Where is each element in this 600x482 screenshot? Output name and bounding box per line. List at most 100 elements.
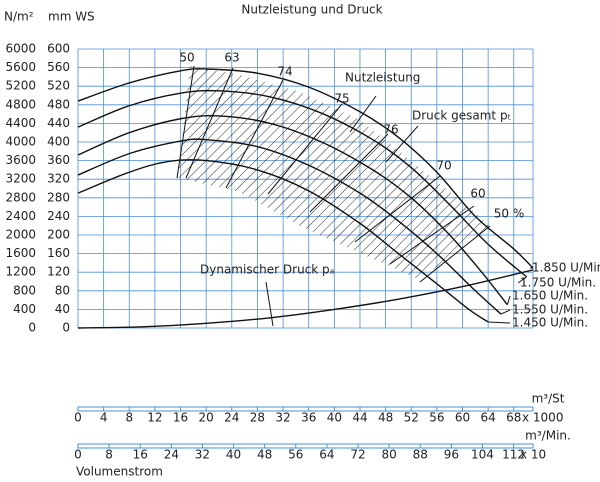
y2-tick-label: 5600: [5, 60, 36, 74]
y-tick-label: 200: [47, 228, 70, 242]
y-tick-label: 480: [47, 97, 70, 111]
eff-line: [176, 65, 195, 179]
x2-tick-label: 80: [381, 448, 396, 462]
y-tick-label: 400: [47, 135, 70, 149]
x-tick-label: 48: [378, 411, 393, 425]
y-tick-label: 160: [47, 246, 70, 260]
annotation: 60: [470, 187, 485, 201]
y-unit: mm WS: [48, 10, 95, 24]
y2-tick-label: 2000: [5, 228, 36, 242]
x2-tick-label: 32: [195, 448, 210, 462]
annotation: Druck gesamt pₜ: [412, 109, 511, 123]
y2-tick-label: 6000: [5, 42, 36, 56]
annotation: 50: [179, 51, 194, 65]
x-tick-label: 28: [250, 411, 265, 425]
x2-tick-label: 96: [444, 448, 459, 462]
leader-line: [506, 295, 511, 305]
x2-tick-label: 8: [105, 448, 113, 462]
y-tick-label: 560: [47, 60, 70, 74]
efficiency-region: [178, 66, 490, 280]
x-tick-label: 16: [173, 411, 188, 425]
x-tick-label: 60: [455, 411, 470, 425]
legend-label: 1.850 U/Min: [532, 261, 600, 275]
annotation: 74: [277, 65, 292, 79]
x2-factor: x 10: [520, 448, 546, 462]
y-tick-label: 440: [47, 116, 70, 130]
y2-tick-label: 2800: [5, 190, 36, 204]
x-tick-label: 12: [147, 411, 162, 425]
y2-tick-label: 3200: [5, 172, 36, 186]
curve: [77, 68, 534, 269]
y-tick-label: 120: [47, 265, 70, 279]
curve: [77, 89, 528, 278]
x-tick-label: 0: [74, 411, 82, 425]
curve: [77, 138, 502, 315]
x-factor: x 1000: [522, 411, 563, 425]
y2-tick-label: 5200: [5, 79, 36, 93]
y-tick-label: 520: [47, 79, 70, 93]
x-tick-label: 36: [301, 411, 316, 425]
y2-tick-label: 3600: [5, 153, 36, 167]
x2-tick-label: 104: [471, 448, 494, 462]
eff-line: [267, 103, 343, 195]
y2-unit: N/m²: [4, 10, 34, 24]
x2-tick-label: 48: [257, 448, 272, 462]
x-label: Volumenstrom: [76, 465, 163, 479]
y-tick-label: 280: [47, 190, 70, 204]
y-tick-label: 40: [55, 302, 70, 316]
x-unit: m³/St: [532, 392, 565, 406]
annotation: Nutzleistung: [345, 71, 420, 85]
y-tick-label: 80: [55, 283, 70, 297]
annotation: Dynamischer Druck pₐ: [200, 263, 334, 277]
y2-tick-label: 4000: [5, 135, 36, 149]
leader-line: [385, 125, 419, 163]
leader-line: [517, 276, 527, 284]
x-tick-label: 56: [429, 411, 444, 425]
x-tick-label: 64: [481, 411, 496, 425]
y2-tick-label: 4800: [5, 97, 36, 111]
x-tick-label: 8: [125, 411, 133, 425]
y-tick-label: 0: [62, 321, 70, 335]
curve: [77, 159, 489, 323]
x2-tick-label: 16: [133, 448, 148, 462]
y2-tick-label: 400: [13, 302, 36, 316]
annotation: 50 %: [494, 207, 525, 221]
y2-tick-label: 4400: [5, 116, 36, 130]
y2-tick-label: 2400: [5, 209, 36, 223]
y2-tick-label: 1200: [5, 265, 36, 279]
x-tick-label: 44: [352, 411, 367, 425]
x-tick-label: 68: [506, 411, 521, 425]
y-tick-label: 320: [47, 172, 70, 186]
y-tick-label: 600: [47, 42, 70, 56]
x2-tick-label: 112: [502, 448, 525, 462]
annotation: 75: [334, 92, 349, 106]
curve: [77, 269, 534, 329]
y2-tick-label: 1600: [5, 246, 36, 260]
leader-line: [500, 309, 511, 315]
legend-label: 1.650 U/Min.: [512, 289, 588, 303]
curve: [77, 114, 508, 306]
y-tick-label: 240: [47, 209, 70, 223]
legend-label: 1.550 U/Min.: [512, 303, 588, 317]
x2-tick-label: 64: [319, 448, 334, 462]
y2-tick-label: 800: [13, 283, 36, 297]
x2-tick-label: 0: [74, 448, 82, 462]
legend-label: 1.450 U/Min.: [512, 316, 588, 330]
x-tick-label: 4: [100, 411, 108, 425]
chart-title: Nutzleistung und Druck: [241, 3, 382, 17]
x-tick-label: 24: [224, 411, 239, 425]
x-tick-label: 52: [404, 411, 419, 425]
annotation: 76: [383, 123, 398, 137]
annotation: 70: [436, 159, 451, 173]
leader-line: [488, 321, 511, 324]
x2-tick-label: 40: [226, 448, 241, 462]
y-tick-label: 360: [47, 153, 70, 167]
x2-tick-label: 88: [413, 448, 428, 462]
y2-tick-label: 0: [28, 321, 36, 335]
x-tick-label: 32: [275, 411, 290, 425]
x-tick-label: 20: [199, 411, 214, 425]
x2-tick-label: 24: [164, 448, 179, 462]
legend-label: 1.750 U/Min.: [520, 276, 596, 290]
x2-unit: m³/Min.: [525, 429, 571, 443]
